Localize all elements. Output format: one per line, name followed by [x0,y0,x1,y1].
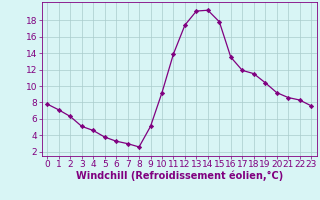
X-axis label: Windchill (Refroidissement éolien,°C): Windchill (Refroidissement éolien,°C) [76,171,283,181]
